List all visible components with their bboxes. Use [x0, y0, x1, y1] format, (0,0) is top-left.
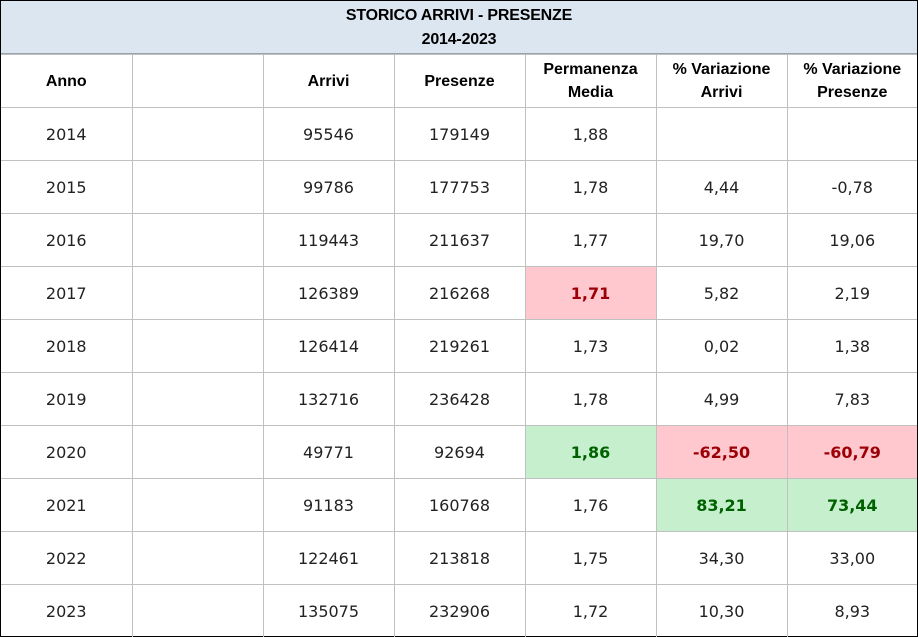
header-permanenza-line1: Permanenza	[543, 61, 638, 78]
cell-blank[interactable]	[131, 160, 264, 214]
cell-arrivi[interactable]: 119443	[262, 213, 395, 267]
cell-anno[interactable]: 2016	[1, 213, 133, 267]
cell-var-arrivi[interactable]	[655, 107, 788, 161]
table-title: STORICO ARRIVI - PRESENZE	[345, 7, 573, 24]
cell-permanenza-highlight-positive[interactable]: 1,86	[524, 425, 657, 479]
cell-var-arrivi[interactable]: 5,82	[655, 266, 788, 320]
cell-var-arrivi[interactable]: 10,30	[655, 584, 788, 637]
cell-anno[interactable]: 2022	[1, 531, 133, 585]
cell-arrivi[interactable]: 91183	[262, 478, 395, 532]
cell-blank[interactable]	[131, 372, 264, 426]
cell-arrivi[interactable]: 95546	[262, 107, 395, 161]
header-var-presenze-line1: % Variazione	[803, 61, 902, 78]
table-row: 2016 119443 211637 1,77 19,70 19,06	[1, 213, 917, 267]
cell-arrivi[interactable]: 122461	[262, 531, 395, 585]
cell-presenze[interactable]: 216268	[393, 266, 526, 320]
cell-presenze[interactable]: 160768	[393, 478, 526, 532]
cell-var-arrivi[interactable]: 0,02	[655, 319, 788, 373]
cell-var-presenze[interactable]: 2,19	[786, 266, 917, 320]
table-title-block: STORICO ARRIVI - PRESENZE 2014-2023	[1, 1, 917, 54]
cell-var-arrivi[interactable]: 4,44	[655, 160, 788, 214]
cell-permanenza[interactable]: 1,73	[524, 319, 657, 373]
cell-var-presenze[interactable]: 33,00	[786, 531, 917, 585]
cell-anno[interactable]: 2021	[1, 478, 133, 532]
table-subtitle: 2014-2023	[421, 31, 497, 48]
cell-var-arrivi-highlight-negative[interactable]: -62,50	[655, 425, 788, 479]
cell-var-presenze[interactable]	[786, 107, 917, 161]
cell-permanenza[interactable]: 1,88	[524, 107, 657, 161]
cell-var-presenze-highlight-positive[interactable]: 73,44	[786, 478, 917, 532]
cell-presenze[interactable]: 177753	[393, 160, 526, 214]
table-row: 2017 126389 216268 1,71 5,82 2,19	[1, 266, 917, 320]
cell-blank[interactable]	[131, 584, 264, 637]
cell-anno[interactable]: 2015	[1, 160, 133, 214]
header-variazione-arrivi[interactable]: % Variazione Arrivi	[655, 54, 788, 108]
cell-presenze[interactable]: 236428	[393, 372, 526, 426]
cell-permanenza-highlight-negative[interactable]: 1,71	[524, 266, 657, 320]
cell-var-presenze[interactable]: 1,38	[786, 319, 917, 373]
header-permanenza-line2: Media	[567, 84, 614, 101]
cell-var-arrivi-highlight-positive[interactable]: 83,21	[655, 478, 788, 532]
cell-var-arrivi[interactable]: 4,99	[655, 372, 788, 426]
cell-anno[interactable]: 2018	[1, 319, 133, 373]
cell-permanenza[interactable]: 1,76	[524, 478, 657, 532]
header-blank[interactable]	[131, 54, 264, 108]
cell-anno[interactable]: 2020	[1, 425, 133, 479]
table-row: 2023 135075 232906 1,72 10,30 8,93	[1, 584, 917, 637]
header-row: Anno Arrivi Presenze Permanenza Media % …	[1, 54, 917, 108]
cell-arrivi[interactable]: 126389	[262, 266, 395, 320]
cell-anno[interactable]: 2017	[1, 266, 133, 320]
cell-blank[interactable]	[131, 107, 264, 161]
header-arrivi[interactable]: Arrivi	[262, 54, 395, 108]
cell-arrivi[interactable]: 135075	[262, 584, 395, 637]
cell-arrivi[interactable]: 126414	[262, 319, 395, 373]
cell-arrivi[interactable]: 99786	[262, 160, 395, 214]
header-anno[interactable]: Anno	[1, 54, 133, 108]
cell-var-presenze[interactable]: 8,93	[786, 584, 917, 637]
cell-var-presenze-highlight-negative[interactable]: -60,79	[786, 425, 917, 479]
table-row: 2015 99786 177753 1,78 4,44 -0,78	[1, 160, 917, 214]
cell-permanenza[interactable]: 1,78	[524, 372, 657, 426]
table-row: 2018 126414 219261 1,73 0,02 1,38	[1, 319, 917, 373]
cell-blank[interactable]	[131, 319, 264, 373]
table-row: 2014 95546 179149 1,88	[1, 107, 917, 161]
header-presenze[interactable]: Presenze	[393, 54, 526, 108]
table-row: 2022 122461 213818 1,75 34,30 33,00	[1, 531, 917, 585]
cell-blank[interactable]	[131, 531, 264, 585]
header-var-arrivi-line2: Arrivi	[700, 84, 743, 101]
cell-presenze[interactable]: 179149	[393, 107, 526, 161]
cell-presenze[interactable]: 211637	[393, 213, 526, 267]
cell-blank[interactable]	[131, 266, 264, 320]
cell-var-presenze[interactable]: 19,06	[786, 213, 917, 267]
cell-var-presenze[interactable]: -0,78	[786, 160, 917, 214]
cell-arrivi[interactable]: 49771	[262, 425, 395, 479]
cell-presenze[interactable]: 232906	[393, 584, 526, 637]
cell-presenze[interactable]: 219261	[393, 319, 526, 373]
data-table: Anno Arrivi Presenze Permanenza Media % …	[1, 54, 917, 637]
cell-presenze[interactable]: 213818	[393, 531, 526, 585]
cell-anno[interactable]: 2023	[1, 584, 133, 637]
cell-permanenza[interactable]: 1,78	[524, 160, 657, 214]
cell-blank[interactable]	[131, 478, 264, 532]
cell-var-arrivi[interactable]: 34,30	[655, 531, 788, 585]
table-row: 2021 91183 160768 1,76 83,21 73,44	[1, 478, 917, 532]
cell-permanenza[interactable]: 1,72	[524, 584, 657, 637]
cell-var-presenze[interactable]: 7,83	[786, 372, 917, 426]
header-permanenza-media[interactable]: Permanenza Media	[524, 54, 657, 108]
cell-permanenza[interactable]: 1,77	[524, 213, 657, 267]
cell-permanenza[interactable]: 1,75	[524, 531, 657, 585]
table-row: 2019 132716 236428 1,78 4,99 7,83	[1, 372, 917, 426]
cell-arrivi[interactable]: 132716	[262, 372, 395, 426]
cell-presenze[interactable]: 92694	[393, 425, 526, 479]
cell-blank[interactable]	[131, 425, 264, 479]
cell-var-arrivi[interactable]: 19,70	[655, 213, 788, 267]
table-row: 2020 49771 92694 1,86 -62,50 -60,79	[1, 425, 917, 479]
header-var-arrivi-line1: % Variazione	[672, 61, 771, 78]
cell-anno[interactable]: 2019	[1, 372, 133, 426]
cell-anno[interactable]: 2014	[1, 107, 133, 161]
header-var-presenze-line2: Presenze	[817, 84, 888, 101]
cell-blank[interactable]	[131, 213, 264, 267]
header-variazione-presenze[interactable]: % Variazione Presenze	[786, 54, 917, 108]
